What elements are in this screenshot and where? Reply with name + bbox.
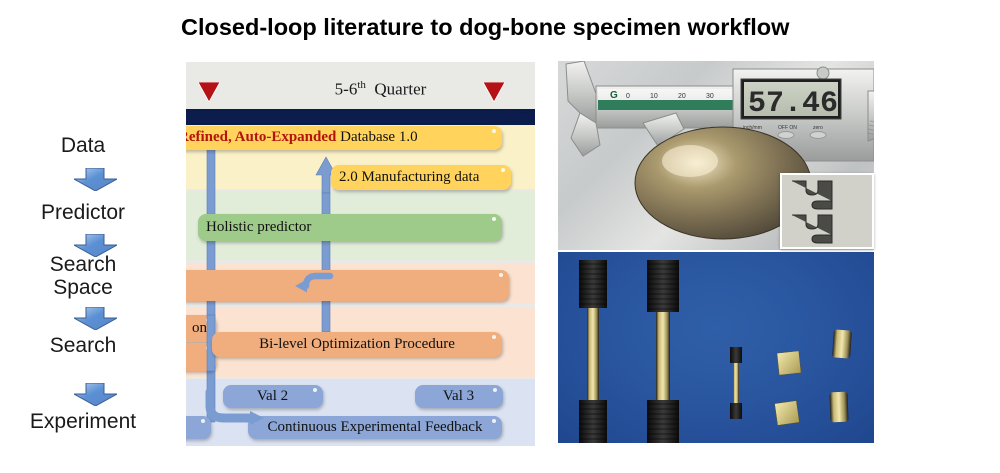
svg-text:10: 10 <box>650 93 658 100</box>
svg-text:zero: zero <box>813 125 823 131</box>
svg-text:OFF ON: OFF ON <box>778 125 797 131</box>
svg-text:20: 20 <box>678 93 686 100</box>
svg-text:57.46: 57.46 <box>748 87 838 121</box>
svg-text:G: G <box>610 90 618 101</box>
svg-text:30: 30 <box>706 93 714 100</box>
svg-text:0: 0 <box>626 93 630 100</box>
